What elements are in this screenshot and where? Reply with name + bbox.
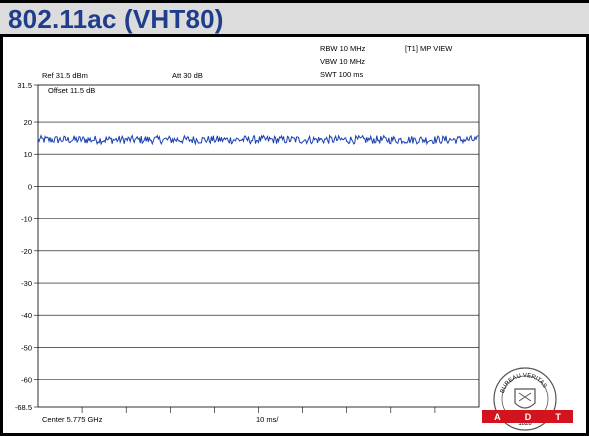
brand-letter-a: A <box>494 411 501 422</box>
trace-line <box>37 134 480 146</box>
y-axis: 31.5 20 10 0 -10 -20 -30 -40 -50 -60 -68.5 <box>15 81 38 412</box>
y-tick-label: -20 <box>21 247 32 256</box>
y-tick-label: -10 <box>21 215 32 224</box>
bureau-veritas-logo: BUREAU VERITAS 1828 <box>493 367 557 431</box>
y-tick-label: 0 <box>28 182 32 191</box>
logo-year: 1828 <box>518 421 532 427</box>
brand-letter-d: D <box>524 411 532 422</box>
center-frequency-label: Center 5.775 GHz <box>42 415 103 424</box>
offset-label: Offset 11.5 dB <box>48 86 95 95</box>
title-bar: 802.11ac (VHT80) <box>0 0 589 37</box>
logo-ring-text: BUREAU VERITAS <box>500 373 548 394</box>
y-tick-label: -40 <box>21 311 32 320</box>
brand-letter-t: T <box>555 411 561 422</box>
y-tick-label: 31.5 <box>17 81 32 90</box>
y-tick-label: -50 <box>21 343 32 352</box>
x-axis-ticks <box>81 407 436 413</box>
chart-title: 802.11ac (VHT80) <box>8 4 224 34</box>
span-label: 10 ms/ <box>256 415 279 424</box>
y-tick-label: -60 <box>21 376 32 385</box>
y-tick-label: -30 <box>21 279 32 288</box>
grid-lines <box>38 121 479 380</box>
y-tick-label: 20 <box>24 118 32 127</box>
rbw-label: RBW 10 MHz <box>320 44 366 53</box>
vbw-label: VBW 10 MHz <box>320 57 365 66</box>
plot-border <box>37 84 480 408</box>
swt-label: SWT 100 ms <box>320 70 363 79</box>
mode-label: [T1] MP VIEW <box>405 44 453 53</box>
adt-brand-bar: A D T <box>482 410 573 423</box>
svg-text:BUREAU VERITAS: BUREAU VERITAS <box>500 373 548 394</box>
att-label: Att 30 dB <box>172 71 203 80</box>
y-tick-label: 10 <box>24 150 32 159</box>
ref-label: Ref 31.5 dBm <box>42 71 88 80</box>
y-tick-label: -68.5 <box>15 403 32 412</box>
